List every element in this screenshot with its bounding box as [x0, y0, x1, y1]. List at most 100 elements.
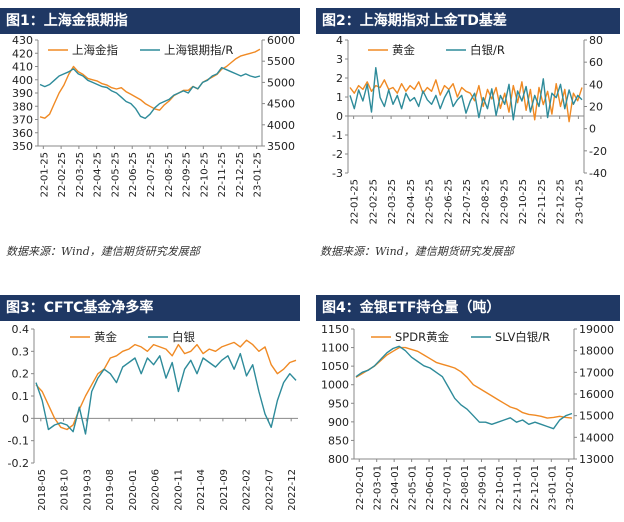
- x-tick-label: 22-05-25: [425, 179, 436, 224]
- y-tick-label-left: 2: [336, 72, 343, 85]
- legend-label: 上海银期指/R: [164, 43, 233, 57]
- y-tick-label-left: 0.1: [12, 390, 30, 403]
- panel-fig3: 图3：CFTC基金净多率 -0.2 -0.1 0 0.1 0.2 0.3 0.4 2018-0…: [0, 295, 305, 522]
- y-tick-label-left: 1: [336, 91, 343, 104]
- x-tick-label: 22-07-25: [146, 152, 157, 197]
- x-tick-label: 22-03-25: [387, 179, 398, 224]
- y-tick-label-left: 1050: [321, 360, 349, 373]
- x-tick-label: 2018-10: [60, 469, 71, 511]
- x-tick-label: 22-02-01: [355, 465, 366, 510]
- x-tick-label: 22-09-25: [499, 179, 510, 224]
- x-tick-label: 22-09-01: [477, 465, 488, 510]
- y-tick-label-left: 800: [328, 453, 349, 466]
- y-tick-label-left: 850: [328, 434, 349, 447]
- y-tick-label-left: 0: [336, 110, 343, 123]
- series-line-2: [355, 345, 573, 430]
- y-tick-label-right: 13000: [579, 453, 614, 466]
- series-line-2: [39, 66, 261, 120]
- panel-fig4: 图4：金银ETF持仓量（吨） 800 850 900 950 1000 1050 1100 1…: [316, 295, 624, 522]
- y-tick-label-left: 900: [328, 416, 349, 429]
- y-tick-label-left: 380: [12, 100, 33, 113]
- x-tick-label: 22-03-25: [75, 152, 86, 197]
- chart-fig2: -3 -2 -1 0 1 2 3 4 -40 -20 0 20 40 60 80 22-01-25 22-02-…: [332, 34, 607, 224]
- x-tick-label: 23-01-25: [574, 179, 585, 224]
- x-tick-label: 23-01-01: [547, 465, 558, 510]
- y-tick-label-left: 390: [12, 87, 33, 100]
- y-tick-label-left: 350: [12, 140, 33, 153]
- chart-fig4: 800 850 900 950 1000 1050 1100 1150 13000 14000 15…: [321, 323, 614, 510]
- y-tick-label-right: 6000: [267, 34, 295, 47]
- y-tick-label-left: 360: [12, 127, 33, 140]
- x-tick-label: 22-10-25: [199, 152, 210, 197]
- y-tick-label-left: 0.4: [12, 323, 30, 336]
- x-tick-label: 22-08-25: [481, 179, 492, 224]
- y-tick-label-right: 20: [589, 101, 603, 114]
- legend-label: SLV白银/R: [495, 330, 550, 344]
- y-tick-label-left: 1000: [321, 379, 349, 392]
- x-tick-label: 22-06-25: [128, 152, 139, 197]
- x-tick-label: 2022-12: [287, 469, 298, 511]
- y-tick-label-left: 1100: [321, 342, 349, 355]
- y-tick-label-left: -0.2: [8, 457, 29, 470]
- y-tick-label-right: 80: [589, 34, 603, 47]
- chart-title: 图4：金银ETF持仓量（吨）: [316, 295, 620, 321]
- y-tick-label-left: 0.2: [12, 368, 30, 381]
- source-note: 数据来源：Wind，建信期货研究发展部: [320, 245, 514, 258]
- y-tick-label-right: 40: [589, 78, 603, 91]
- y-tick-label-right: 60: [589, 56, 603, 69]
- x-tick-label: 22-12-25: [235, 152, 246, 197]
- series-line-1: [355, 346, 573, 419]
- x-tick-label: 22-06-25: [443, 179, 454, 224]
- x-tick-label: 2021-09: [219, 469, 230, 511]
- x-tick-label: 2020-01: [128, 469, 139, 511]
- y-tick-label-right: 4000: [267, 119, 295, 132]
- x-tick-label: 22-07-25: [462, 179, 473, 224]
- series-line-1: [39, 48, 261, 119]
- y-tick-label-left: 3: [336, 53, 343, 66]
- x-tick-label: 23-02-01: [565, 465, 576, 510]
- chart-fig3: -0.2 -0.1 0 0.1 0.2 0.3 0.4 2018-05 2018-10 2019-…: [8, 323, 299, 511]
- chart-title: 图3：CFTC基金净多率: [0, 295, 300, 321]
- y-tick-label-right: 15000: [579, 410, 614, 423]
- x-tick-label: 2021-04: [196, 469, 207, 511]
- y-tick-label-right: 3500: [267, 140, 295, 153]
- x-tick-label: 22-05-01: [408, 465, 419, 510]
- y-tick-label-left: -2: [332, 148, 343, 161]
- x-tick-label: 22-05-25: [110, 152, 121, 197]
- x-tick-label: 22-02-25: [57, 152, 68, 197]
- x-tick-label: 23-01-25: [253, 152, 264, 197]
- x-tick-label: 22-07-01: [443, 465, 454, 510]
- x-tick-label: 22-04-25: [406, 179, 417, 224]
- y-tick-label-left: 400: [12, 74, 33, 87]
- x-tick-label: 2020-06: [151, 469, 162, 511]
- x-tick-label: 22-01-25: [39, 152, 50, 197]
- panel-fig2: 图2：上海期指对上金TD基差 -3 -2 -1 0 1 2 3 4 -40 -20 0 20 40 60 8…: [316, 0, 624, 262]
- legend-label: 白银: [172, 330, 195, 344]
- y-tick-label-right: 14000: [579, 431, 614, 444]
- y-tick-label-right: 5500: [267, 55, 295, 68]
- series-line-2: [35, 352, 297, 435]
- x-tick-label: 22-11-25: [217, 152, 228, 197]
- x-tick-label: 22-10-25: [518, 179, 529, 224]
- x-tick-label: 22-12-25: [556, 179, 567, 224]
- y-tick-label-left: -1: [332, 129, 343, 142]
- y-tick-label-right: 0: [589, 123, 596, 136]
- y-tick-label-right: -20: [589, 145, 607, 158]
- x-tick-label: 2019-03: [82, 469, 93, 511]
- legend-label: 上海金指: [72, 43, 118, 57]
- x-tick-label: 22-10-01: [495, 465, 506, 510]
- y-tick-label-left: 950: [328, 397, 349, 410]
- y-tick-label-right: 4500: [267, 98, 295, 111]
- series-line-2: [349, 66, 583, 121]
- x-tick-label: 22-11-25: [537, 179, 548, 224]
- y-tick-label-left: 4: [336, 34, 343, 47]
- y-tick-label-right: 19000: [579, 323, 614, 336]
- y-tick-label-left: 370: [12, 114, 33, 127]
- x-tick-label: 22-04-25: [93, 152, 104, 197]
- x-tick-label: 22-03-01: [373, 465, 384, 510]
- panel-fig1: 图1：上海金银期指 350 360 370 380 390 400 410 420 430 350…: [0, 0, 305, 262]
- legend-label: 黄金: [94, 330, 117, 344]
- y-tick-label-right: -40: [589, 167, 607, 180]
- x-tick-label: 22-08-25: [164, 152, 175, 197]
